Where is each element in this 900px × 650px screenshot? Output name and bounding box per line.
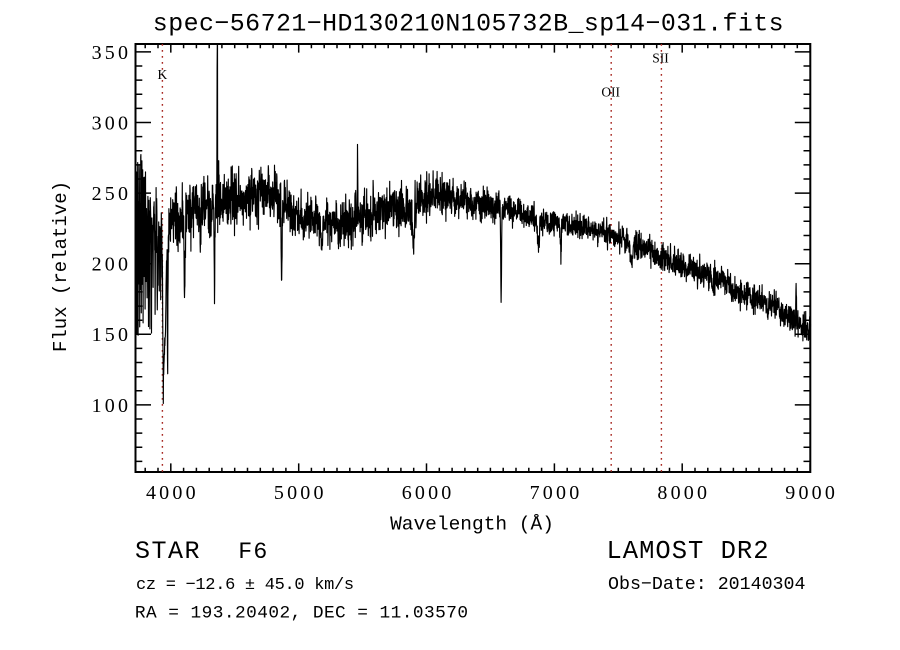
svg-text:Flux (relative): Flux (relative): [50, 181, 72, 352]
svg-text:RA = 193.20402, DEC = 11.0357: RA = 193.20402, DEC = 11.03570: [135, 603, 469, 623]
svg-text:LAMOST DR2: LAMOST DR2: [607, 537, 770, 566]
svg-text:350: 350: [92, 42, 132, 64]
svg-text:K: K: [158, 67, 168, 82]
svg-text:200: 200: [92, 254, 132, 276]
svg-text:F6: F6: [238, 539, 268, 565]
svg-text:6000: 6000: [402, 482, 455, 504]
svg-text:STAR: STAR: [135, 537, 201, 566]
svg-text:OII: OII: [601, 85, 620, 100]
svg-text:Wavelength (Å): Wavelength (Å): [390, 514, 554, 536]
svg-text:spec−56721−HD130210N105732B_sp: spec−56721−HD130210N105732B_sp14−031.fit…: [153, 11, 784, 39]
svg-text:100: 100: [92, 395, 132, 417]
svg-text:150: 150: [92, 324, 132, 346]
svg-text:9000: 9000: [785, 482, 838, 504]
svg-text:Obs−Date: 20140304: Obs−Date: 20140304: [608, 575, 805, 595]
svg-text:250: 250: [92, 183, 132, 205]
svg-text:5000: 5000: [274, 482, 327, 504]
svg-text:cz = −12.6 ± 45.0 km/s: cz = −12.6 ± 45.0 km/s: [136, 576, 354, 595]
svg-text:7000: 7000: [530, 482, 583, 504]
svg-text:SII: SII: [652, 51, 669, 66]
svg-text:300: 300: [92, 112, 132, 134]
svg-text:4000: 4000: [146, 482, 199, 504]
svg-text:8000: 8000: [657, 482, 710, 504]
